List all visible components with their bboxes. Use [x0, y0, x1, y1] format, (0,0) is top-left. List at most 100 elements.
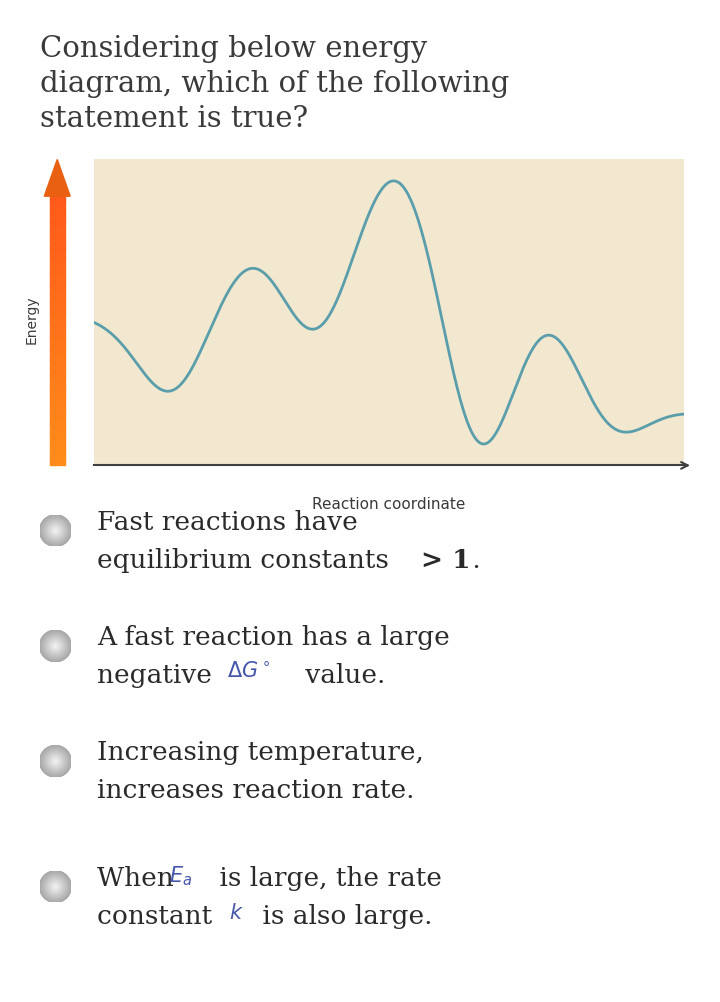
Bar: [50, 278, 65, 281]
Ellipse shape: [45, 520, 66, 542]
Bar: [50, 230, 65, 234]
Bar: [50, 328, 65, 332]
Ellipse shape: [45, 521, 66, 541]
Bar: [50, 206, 65, 210]
Ellipse shape: [41, 516, 70, 546]
Ellipse shape: [43, 748, 68, 775]
Text: value.: value.: [297, 662, 386, 687]
Ellipse shape: [45, 750, 66, 773]
Bar: [50, 345, 65, 349]
Ellipse shape: [46, 637, 65, 655]
Ellipse shape: [41, 872, 70, 902]
Ellipse shape: [52, 527, 59, 535]
Bar: [50, 219, 65, 223]
Ellipse shape: [45, 635, 66, 657]
Ellipse shape: [53, 759, 58, 765]
Ellipse shape: [53, 529, 58, 533]
Ellipse shape: [52, 759, 59, 765]
Text: equilibrium constants: equilibrium constants: [97, 547, 397, 572]
Bar: [50, 418, 65, 422]
Ellipse shape: [54, 644, 57, 648]
Ellipse shape: [44, 875, 67, 899]
Bar: [50, 358, 65, 362]
Bar: [50, 196, 65, 200]
Bar: [50, 308, 65, 312]
Bar: [50, 425, 65, 429]
Bar: [50, 351, 65, 355]
Bar: [50, 209, 65, 213]
Ellipse shape: [44, 635, 67, 657]
Ellipse shape: [54, 530, 57, 532]
Text: $\Delta G^\circ$: $\Delta G^\circ$: [227, 660, 271, 680]
Ellipse shape: [47, 878, 64, 896]
Ellipse shape: [52, 643, 59, 649]
Ellipse shape: [53, 644, 58, 648]
Ellipse shape: [43, 518, 68, 544]
Ellipse shape: [50, 525, 61, 537]
Ellipse shape: [47, 753, 64, 771]
Bar: [50, 368, 65, 372]
Bar: [50, 462, 65, 466]
Ellipse shape: [45, 521, 66, 541]
Polygon shape: [45, 160, 71, 197]
Ellipse shape: [40, 872, 71, 902]
Ellipse shape: [40, 516, 71, 546]
Bar: [50, 439, 65, 443]
Ellipse shape: [45, 876, 66, 898]
Ellipse shape: [50, 525, 61, 537]
Text: increases reaction rate.: increases reaction rate.: [97, 778, 415, 803]
Bar: [50, 284, 65, 288]
Bar: [50, 392, 65, 396]
Ellipse shape: [49, 756, 62, 768]
Ellipse shape: [46, 753, 65, 771]
Bar: [50, 240, 65, 244]
Ellipse shape: [49, 640, 62, 652]
Bar: [50, 311, 65, 315]
Bar: [50, 408, 65, 412]
Bar: [50, 455, 65, 459]
Ellipse shape: [46, 522, 65, 540]
Ellipse shape: [50, 757, 60, 767]
Ellipse shape: [55, 645, 56, 647]
Bar: [50, 294, 65, 298]
Ellipse shape: [43, 634, 68, 658]
Bar: [50, 264, 65, 268]
Ellipse shape: [51, 758, 60, 766]
Ellipse shape: [54, 760, 57, 764]
Bar: [50, 321, 65, 325]
Ellipse shape: [45, 636, 66, 656]
Text: Fast reactions have: Fast reactions have: [97, 509, 358, 534]
Ellipse shape: [43, 749, 68, 774]
Ellipse shape: [40, 746, 71, 777]
Ellipse shape: [44, 634, 67, 658]
Ellipse shape: [41, 747, 70, 776]
Ellipse shape: [50, 526, 60, 536]
Ellipse shape: [44, 520, 67, 542]
Ellipse shape: [53, 884, 58, 890]
Bar: [50, 435, 65, 439]
Ellipse shape: [40, 746, 71, 777]
Ellipse shape: [49, 525, 62, 537]
Ellipse shape: [43, 875, 68, 899]
Text: is large, the rate: is large, the rate: [211, 865, 442, 890]
Bar: [50, 415, 65, 419]
Bar: [50, 422, 65, 426]
Ellipse shape: [41, 746, 70, 777]
Ellipse shape: [42, 632, 69, 660]
Ellipse shape: [43, 874, 68, 900]
Ellipse shape: [48, 754, 63, 770]
Bar: [50, 301, 65, 305]
Ellipse shape: [45, 752, 66, 772]
Bar: [50, 250, 65, 255]
Ellipse shape: [43, 633, 68, 659]
Text: is also large.: is also large.: [254, 903, 433, 928]
Ellipse shape: [48, 524, 63, 538]
Ellipse shape: [51, 883, 60, 891]
Bar: [50, 365, 65, 369]
Ellipse shape: [42, 874, 68, 900]
Ellipse shape: [52, 528, 59, 534]
Bar: [50, 331, 65, 335]
Ellipse shape: [42, 518, 68, 544]
Ellipse shape: [53, 885, 58, 889]
Bar: [50, 223, 65, 227]
